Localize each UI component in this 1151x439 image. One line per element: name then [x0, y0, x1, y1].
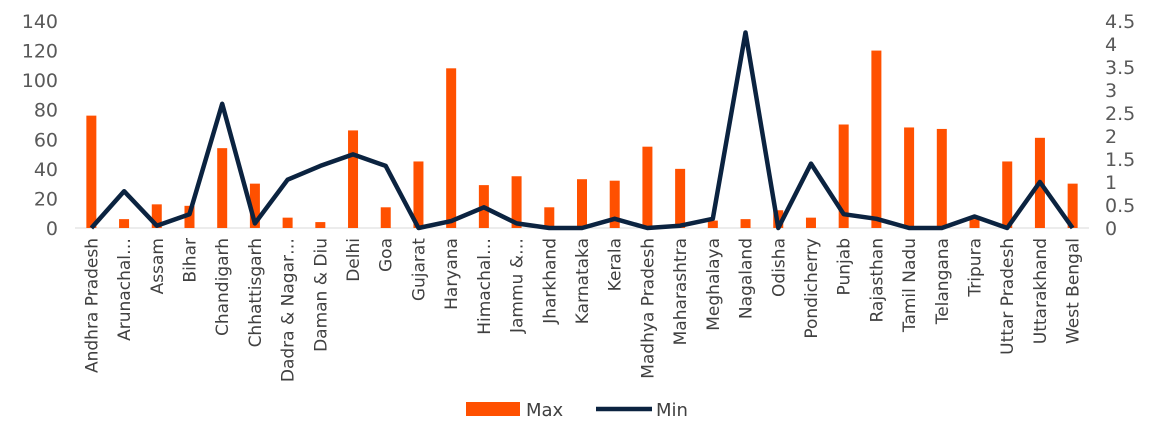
bar-max — [446, 68, 457, 228]
category-label: Goa — [377, 238, 397, 272]
bar-max — [740, 219, 751, 228]
bar-max — [609, 180, 620, 228]
bar-max — [969, 219, 980, 228]
category-labels: Andhra Pradesh Arunachal… Assam Bihar Chandi… — [82, 238, 1083, 382]
category-label: Gujarat — [409, 238, 429, 301]
bar-max — [119, 219, 130, 228]
legend: Max Min — [466, 400, 688, 421]
bar-max — [348, 130, 359, 228]
category-label: West Bengal — [1064, 238, 1084, 344]
bar-max — [151, 204, 162, 228]
category-label: Assam — [148, 238, 168, 294]
bar-max — [838, 124, 849, 228]
line-min — [89, 30, 1075, 231]
bar-max — [282, 217, 293, 228]
bar-max — [249, 183, 260, 228]
category-label: Uttar Pradesh — [998, 238, 1018, 355]
bar-max — [380, 207, 391, 228]
bar-max — [805, 217, 816, 228]
bar-max — [936, 128, 947, 228]
category-label: Uttarakhand — [1031, 238, 1051, 344]
left-tick-label: 80 — [34, 100, 58, 122]
bars-max — [86, 50, 1078, 229]
left-tick-label: 140 — [22, 11, 58, 33]
category-label: Jharkhand — [540, 238, 560, 325]
category-label: Andhra Pradesh — [82, 238, 102, 373]
category-label: Meghalaya — [704, 238, 724, 331]
left-tick-label: 20 — [34, 188, 58, 210]
category-label: Bihar — [180, 238, 200, 283]
category-label: Kerala — [606, 238, 626, 291]
left-tick-label: 100 — [22, 70, 58, 92]
category-label: Odisha — [769, 238, 789, 297]
left-axis: 0 20 40 60 80 100 120 140 — [22, 11, 58, 240]
left-tick-label: 40 — [34, 159, 58, 181]
bar-max — [1002, 161, 1013, 228]
bar-max — [511, 176, 522, 228]
bar-max — [871, 50, 882, 229]
bar-max — [675, 168, 686, 228]
bar-max — [707, 220, 718, 228]
category-label: Karnataka — [573, 238, 593, 324]
right-tick-label: 2 — [1105, 126, 1117, 148]
category-label: Tamil Nadu — [900, 238, 920, 333]
right-tick-label: 1.5 — [1105, 149, 1135, 171]
category-label: Madhya Pradesh — [638, 238, 658, 379]
right-tick-label: 0 — [1105, 218, 1117, 240]
left-tick-label: 0 — [46, 218, 58, 240]
bar-max — [544, 207, 555, 228]
bar-max — [217, 148, 228, 228]
category-label: Telangana — [933, 238, 953, 325]
category-label: Chhattisgarh — [246, 238, 266, 347]
category-label: Tripura — [966, 238, 986, 298]
category-label: Rajasthan — [867, 238, 887, 323]
category-label: Chandigarh — [213, 238, 233, 336]
legend-label-max: Max — [526, 400, 564, 421]
category-label: Pondicherry — [802, 238, 822, 339]
bar-max — [315, 222, 326, 228]
category-label: Punjab — [835, 238, 855, 295]
category-label: Delhi — [344, 238, 364, 282]
bar-max — [413, 161, 424, 228]
right-tick-label: 2.5 — [1105, 103, 1135, 125]
right-tick-label: 0.5 — [1105, 195, 1135, 217]
category-label: Maharashtra — [671, 238, 691, 345]
bar-max — [86, 115, 97, 228]
left-tick-label: 60 — [34, 129, 58, 151]
category-label: Daman & Diu — [311, 238, 331, 352]
right-tick-label: 4 — [1105, 34, 1117, 56]
legend-swatch-max — [466, 402, 520, 416]
category-label: Arunachal… — [115, 238, 135, 341]
bar-max — [577, 179, 587, 228]
bar-max — [184, 205, 195, 228]
category-label: Haryana — [442, 238, 462, 310]
bar-max — [904, 127, 915, 228]
right-tick-label: 1 — [1105, 172, 1117, 194]
left-tick-label: 120 — [22, 41, 58, 63]
category-label: Nagaland — [737, 238, 757, 319]
category-label: Dadra & Nagar… — [279, 238, 299, 382]
right-tick-label: 3.5 — [1105, 57, 1135, 79]
right-axis: 00.511.522.533.544.5 — [1105, 11, 1135, 240]
legend-label-min: Min — [656, 400, 688, 421]
right-tick-label: 3 — [1105, 80, 1117, 102]
bar-max — [1067, 183, 1078, 228]
category-label: Himachal… — [475, 238, 495, 335]
category-label: Jammu &… — [508, 238, 528, 334]
right-tick-label: 4.5 — [1105, 11, 1135, 33]
bar-max — [642, 146, 653, 228]
